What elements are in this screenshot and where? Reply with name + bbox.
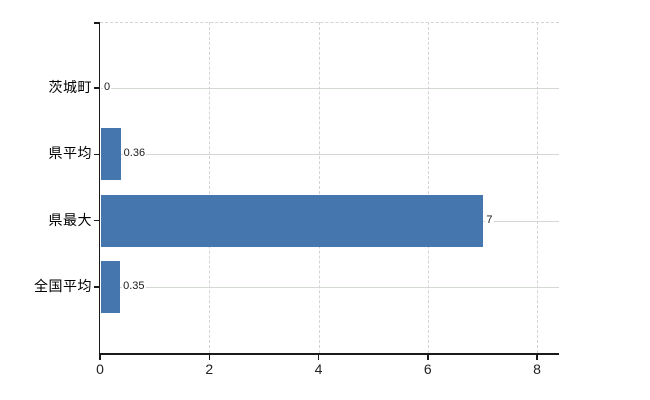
horizontal-gridline (101, 286, 559, 288)
x-tick-label: 6 (423, 361, 432, 377)
vertical-gridline (209, 22, 211, 353)
value-label: 0 (103, 81, 112, 95)
x-axis-tick (99, 354, 101, 360)
bar (101, 260, 121, 313)
y-axis-tick (94, 153, 100, 156)
plot-top-border (100, 22, 559, 23)
y-axis-tick (94, 219, 100, 222)
x-axis-tick (317, 354, 320, 360)
category-label: 全国平均 (34, 277, 92, 294)
y-axis-top-tick (94, 22, 100, 24)
y-axis-line (98, 22, 100, 353)
category-label: 県平均 (48, 145, 92, 162)
bar (101, 128, 121, 181)
value-label: 7 (485, 213, 494, 227)
vertical-gridline (537, 22, 538, 353)
x-tick-label: 2 (205, 361, 214, 377)
category-label: 県最大 (48, 211, 92, 228)
vertical-gridline (318, 22, 320, 353)
x-tick-label: 8 (533, 361, 541, 377)
x-axis-line (98, 353, 559, 355)
y-axis-tick (94, 286, 100, 288)
value-label: 0.35 (122, 279, 146, 293)
x-axis-tick (536, 354, 538, 360)
horizontal-gridline (101, 88, 559, 90)
x-axis-tick (208, 354, 210, 360)
y-axis-tick (94, 87, 100, 89)
horizontal-gridline (101, 154, 559, 156)
x-tick-label: 0 (96, 361, 104, 377)
bar (101, 194, 484, 247)
vertical-gridline (427, 22, 429, 353)
category-label: 茨城町 (48, 79, 92, 96)
x-tick-label: 4 (314, 361, 323, 377)
x-axis-tick (427, 354, 429, 360)
value-label: 0.36 (122, 147, 147, 161)
